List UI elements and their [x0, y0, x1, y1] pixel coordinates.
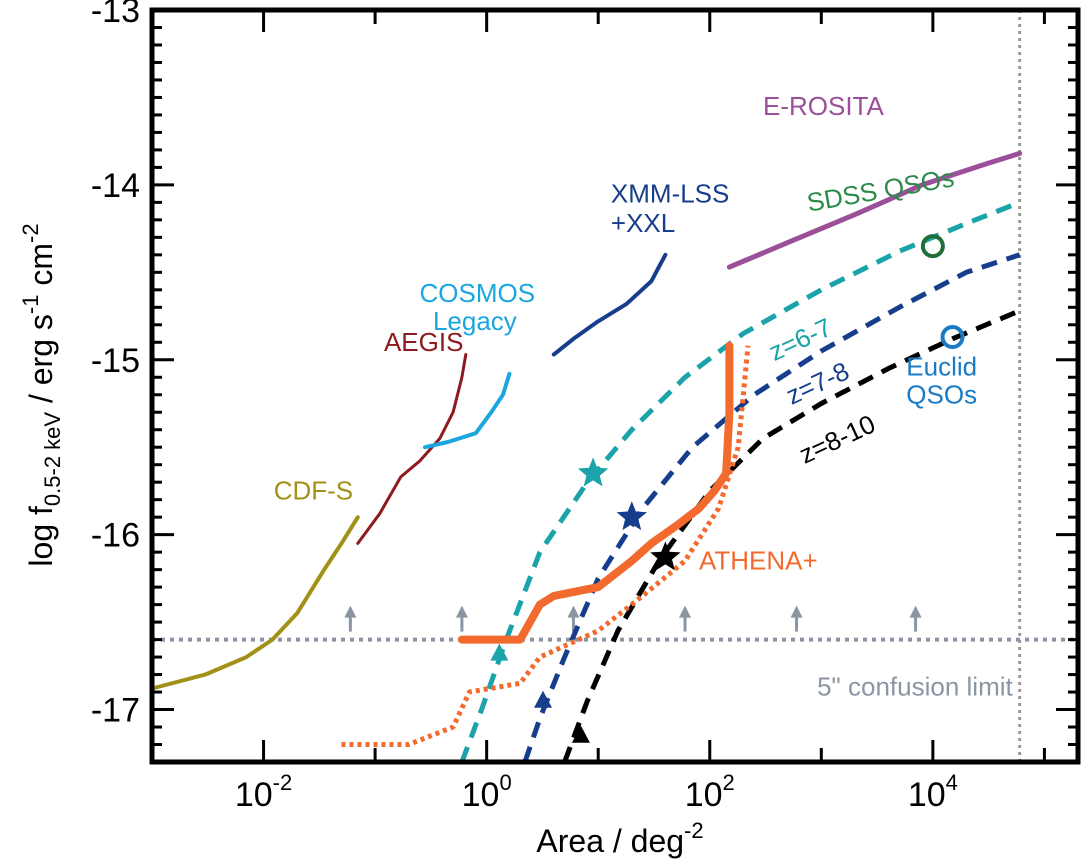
annotation-qsos-12: QSOs [906, 379, 977, 409]
annotation-z-7-8-9: z=7-8 [781, 356, 853, 411]
y-axis-label: log f0.5-2 keV / erg s-1 cm-2 [18, 223, 65, 566]
star-marker-0 [577, 457, 609, 487]
marker-layer [490, 234, 965, 743]
annotation-cosmos-2: COSMOS [419, 278, 535, 308]
y-tick-label-4: -13 [91, 0, 140, 30]
plot-frame [149, 7, 1081, 765]
series-cosmos-legacy [423, 371, 512, 450]
series-z-8-10 [562, 308, 1021, 763]
circle-marker-7 [940, 325, 965, 350]
confusion-arrow-head-1 [455, 605, 468, 618]
annotation-z-8-10-10: z=8-10 [794, 409, 879, 470]
annotation-euclid-11: Euclid [906, 352, 977, 382]
annotation-athena-13: ATHENA+ [699, 546, 818, 576]
series-e-rosita [726, 150, 1023, 270]
confusion-arrow-head-5 [909, 605, 922, 618]
annotation-aegis-1: AEGIS [384, 327, 463, 357]
x-tick-label-0: 10-2 [235, 770, 292, 814]
circle-marker-6 [920, 234, 945, 259]
series-z-7-8 [522, 252, 1021, 763]
series-cdf-s [150, 515, 360, 691]
star-marker-2 [650, 541, 681, 571]
y-tick-label-1: -16 [91, 517, 140, 555]
annotation-xmm-lss-4: XMM-LSS [611, 178, 729, 208]
triangle-marker-4 [534, 690, 553, 708]
x-tick-label-2: 102 [685, 770, 735, 814]
x-tick-label-3: 104 [908, 770, 958, 814]
x-axis-label: Area / deg-2 [536, 818, 703, 859]
annotation-z-6-7-8: z=6-7 [764, 312, 836, 367]
axes-layer [149, 7, 1081, 765]
confusion-arrow-head-3 [679, 605, 692, 618]
y-tick-label-3: -14 [91, 167, 140, 205]
star-marker-1 [616, 501, 647, 531]
confusion-arrow-head-0 [344, 605, 357, 618]
tick-label-layer: -17 -16 -15 -14 -13 10-2 100 102 104 [91, 0, 958, 814]
series-aegis [356, 353, 468, 545]
annotation-cdf-s-0: CDF-S [274, 476, 353, 506]
confusion-arrow-head-2 [567, 605, 580, 618]
series-athena [457, 341, 734, 644]
annotation-legacy-3: Legacy [433, 306, 517, 336]
y-tick-label-2: -15 [91, 342, 140, 380]
y-tick-label-0: -17 [91, 692, 140, 730]
confusion-arrow-head-4 [790, 605, 803, 618]
series-layer [150, 150, 1023, 763]
annotation-xxl-5: +XXL [611, 208, 675, 238]
annotation-e-rosita-6: E-ROSITA [763, 91, 885, 121]
annotation-5-confusion-limit-14: 5" confusion limit [817, 672, 1013, 702]
series-athena-dotted [341, 345, 751, 747]
triangle-marker-3 [490, 643, 509, 661]
triangle-marker-5 [571, 725, 590, 743]
annotation-sdss-qsos-7: SDSS QSOs [805, 162, 957, 217]
series-xmm-lss-xxl [551, 252, 668, 357]
x-tick-label-1: 100 [462, 770, 512, 814]
